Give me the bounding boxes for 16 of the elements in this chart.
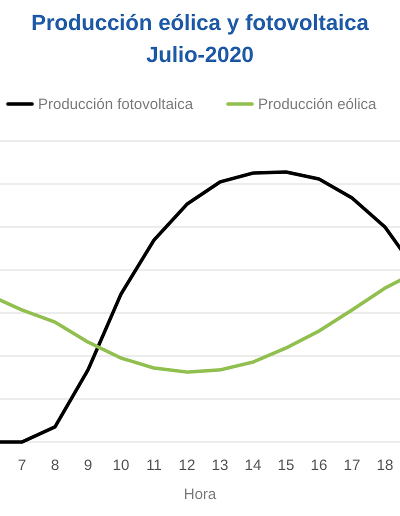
x-tick-label: 14 bbox=[244, 457, 262, 474]
x-tick-label: 16 bbox=[310, 457, 328, 474]
legend-label: Producción eólica bbox=[258, 96, 378, 113]
x-tick-label: 17 bbox=[344, 457, 360, 474]
x-tick-label: 15 bbox=[278, 457, 294, 474]
x-tick-label: 8 bbox=[50, 457, 60, 474]
x-tick-label: 11 bbox=[146, 457, 162, 474]
x-tick-label: 13 bbox=[212, 457, 228, 474]
x-tick-label: 18 bbox=[376, 457, 394, 474]
x-tick-label: 10 bbox=[112, 457, 130, 474]
chart-title: Producción eólica y fotovoltaica Julio-2020 bbox=[31, 10, 370, 67]
x-tick-label: 7 bbox=[18, 457, 26, 474]
x-axis-title: Hora bbox=[184, 486, 217, 503]
x-tick-label: 12 bbox=[178, 457, 196, 474]
legend-label: Producción fotovoltaica bbox=[38, 96, 194, 113]
x-tick-label: 9 bbox=[84, 457, 92, 474]
